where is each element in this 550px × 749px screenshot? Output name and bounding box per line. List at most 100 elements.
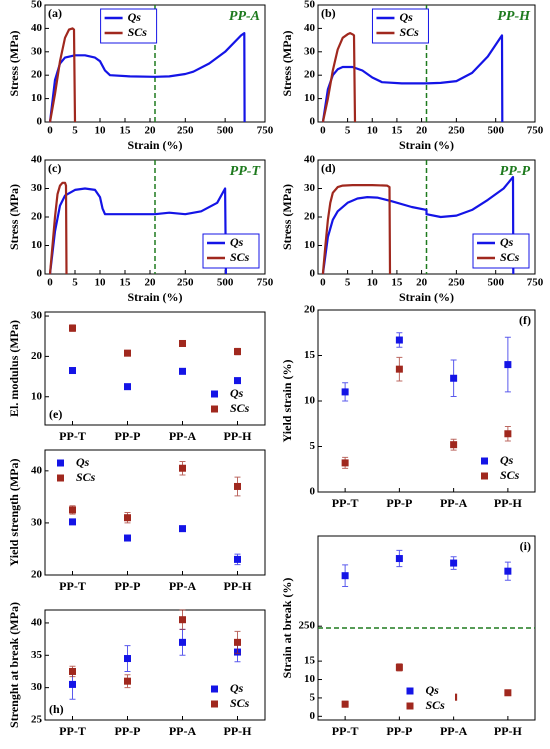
marker <box>450 441 458 449</box>
y-tick-label: 30 <box>31 182 43 194</box>
marker <box>504 430 512 438</box>
x-tick-label: PP-A <box>440 724 468 738</box>
y-tick-label: 40 <box>31 464 43 476</box>
plot-frame <box>44 609 266 721</box>
marker <box>179 616 186 624</box>
legend-swatch <box>211 405 218 413</box>
x-tick-label: 20 <box>416 277 428 289</box>
y-tick-label: 20 <box>31 69 43 81</box>
x-tick-label: PP-H <box>224 579 253 593</box>
y-tick-label: 0 <box>310 116 316 128</box>
marker <box>450 374 458 382</box>
x-tick-label: 15 <box>120 277 132 289</box>
y-tick-label: 30 <box>31 516 43 528</box>
legend-label: SCs <box>500 250 520 264</box>
curve <box>321 34 504 123</box>
legend-swatch <box>211 390 218 398</box>
x-tick-label: 500 <box>217 277 234 289</box>
marker <box>341 388 349 396</box>
y-tick-label: 0 <box>310 710 316 722</box>
panel-label: (a) <box>48 6 62 20</box>
y-tick-label: 15 <box>304 349 316 361</box>
panel-label: (e) <box>49 407 62 421</box>
x-tick-label: PP-P <box>386 496 412 510</box>
x-tick-label: PP-T <box>59 429 86 443</box>
y-tick-label: 30 <box>304 182 316 194</box>
legend-label: SCs <box>230 250 250 264</box>
y-tick-label: 40 <box>304 154 316 166</box>
y-tick-label: 50 <box>31 0 43 11</box>
x-tick-label: PP-P <box>115 429 141 443</box>
x-tick-label: 500 <box>217 125 234 137</box>
x-axis-title: Strain (%) <box>128 138 183 152</box>
x-tick-label: 750 <box>257 125 274 137</box>
y-tick-label: 20 <box>304 304 316 316</box>
x-tick-label: 10 <box>367 277 379 289</box>
marker <box>179 638 186 646</box>
y-tick-label: 20 <box>31 211 43 223</box>
y-axis-title: Yield strain (%) <box>280 360 294 443</box>
panel-label: (c) <box>48 161 61 175</box>
marker <box>450 559 458 567</box>
marker <box>234 482 241 490</box>
x-tick-label: 0 <box>47 277 53 289</box>
y-tick-label: 30 <box>31 681 43 693</box>
legend-box <box>472 233 530 269</box>
x-tick-label: PP-T <box>59 724 86 738</box>
marker <box>124 383 131 391</box>
x-tick-label: 15 <box>120 125 132 137</box>
marker <box>124 677 131 685</box>
y-tick-label: 35 <box>31 649 43 661</box>
panel-label: (d) <box>321 161 336 175</box>
marker <box>504 361 512 369</box>
marker <box>179 525 186 533</box>
y-tick-label: 40 <box>31 616 43 628</box>
x-tick-label: 10 <box>95 277 107 289</box>
marker <box>69 367 76 375</box>
marker <box>179 367 186 375</box>
marker <box>124 655 131 663</box>
y-tick-label: 10 <box>304 395 316 407</box>
marker <box>234 377 241 385</box>
x-tick-label: 5 <box>72 277 78 289</box>
marker <box>179 464 186 472</box>
legend-label: Qs <box>230 235 244 249</box>
marker <box>395 555 403 563</box>
y-tick-label: 40 <box>304 22 316 34</box>
y-axis-title: Yield strength (MPa) <box>7 459 21 567</box>
y-tick-label: 50 <box>304 0 316 11</box>
y-axis-title: Strain at break (%) <box>280 578 294 679</box>
x-tick-label: 5 <box>345 125 351 137</box>
y-tick-label: 250 <box>299 620 316 632</box>
curve <box>48 187 227 275</box>
x-tick-label: 0 <box>320 277 326 289</box>
legend-label: Qs <box>426 683 440 697</box>
y-tick-label: 0 <box>37 268 43 280</box>
legend-label: Qs <box>128 10 142 24</box>
marker <box>69 324 76 332</box>
legend-swatch <box>481 457 488 465</box>
legend-label: Qs <box>230 386 244 400</box>
legend-label: SCs <box>426 698 446 712</box>
x-axis-title: Strain (%) <box>399 290 454 304</box>
y-tick-label: 20 <box>304 69 316 81</box>
legend-label: SCs <box>399 25 419 39</box>
x-tick-label: PP-A <box>169 724 197 738</box>
legend-swatch <box>211 685 218 693</box>
x-tick-label: 250 <box>177 277 194 289</box>
marker <box>124 534 131 542</box>
y-tick-label: 10 <box>304 239 316 251</box>
marker <box>69 667 76 675</box>
x-tick-label: PP-A <box>169 429 197 443</box>
y-tick-label: 10 <box>31 239 43 251</box>
x-tick-label: PP-A <box>169 579 197 593</box>
marker <box>341 459 349 467</box>
marker <box>179 339 186 347</box>
y-tick-label: 10 <box>31 92 43 104</box>
x-tick-label: 15 <box>391 277 403 289</box>
curve <box>48 32 246 123</box>
x-tick-label: 0 <box>47 125 53 137</box>
marker <box>395 336 403 344</box>
marker <box>341 700 349 708</box>
x-tick-label: 10 <box>367 125 379 137</box>
